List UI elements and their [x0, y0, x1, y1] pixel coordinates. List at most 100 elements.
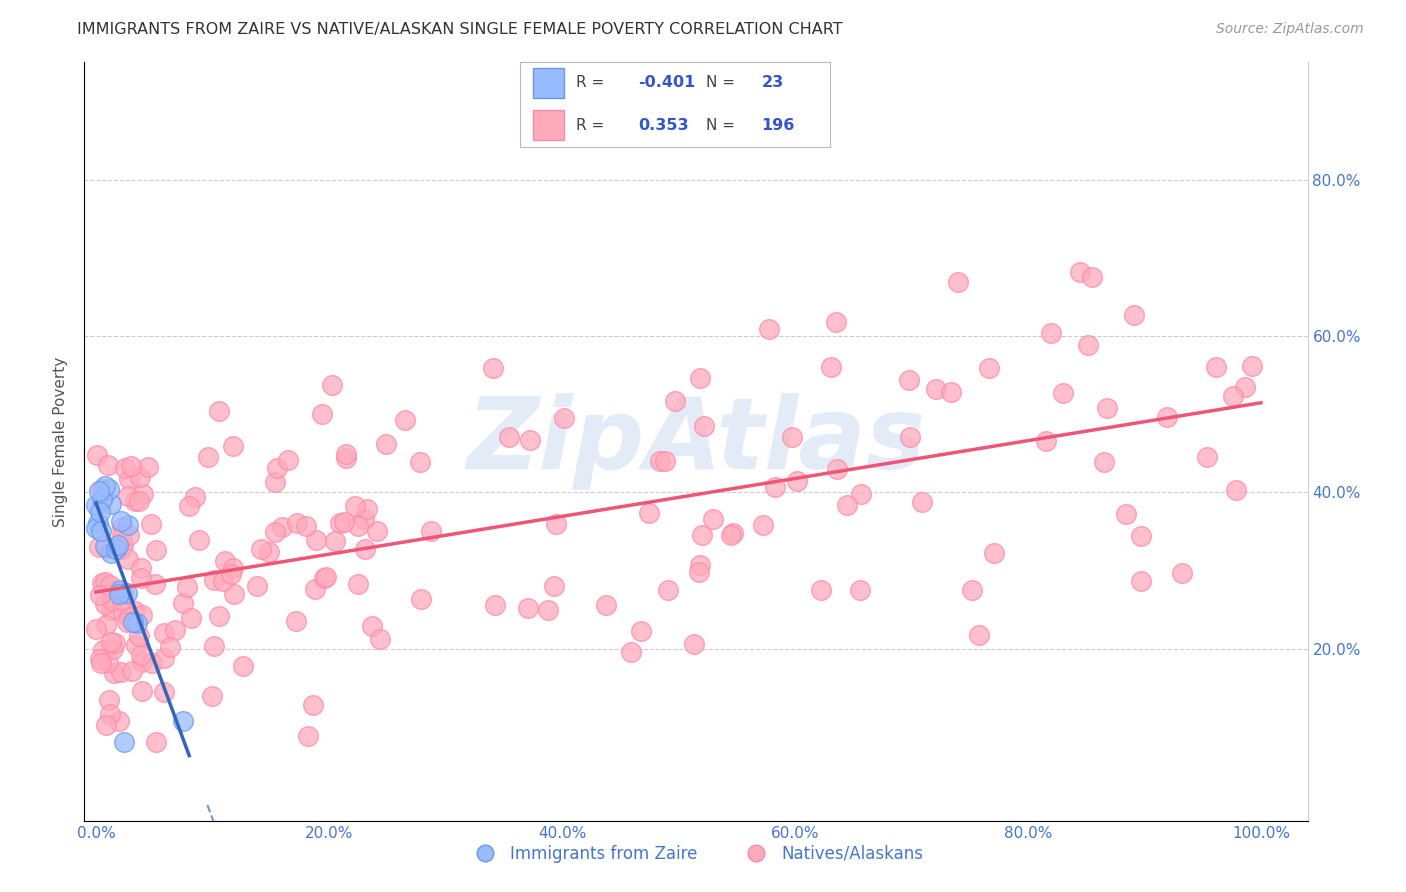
- Point: [89, 588, 111, 602]
- Point: [117, 489, 139, 503]
- Point: [86, 448, 108, 462]
- Point: [264, 475, 287, 490]
- Point: [946, 275, 969, 289]
- Point: [152, 626, 174, 640]
- Point: [204, 639, 226, 653]
- Point: [1092, 455, 1115, 469]
- Point: [124, 494, 146, 508]
- Point: [343, 499, 366, 513]
- Text: IMMIGRANTS FROM ZAIRE VS NATIVE/ALASKAN SINGLE FEMALE POVERTY CORRELATION CHART: IMMIGRANTS FROM ZAIRE VS NATIVE/ALASKAN …: [77, 22, 844, 37]
- Point: [1130, 529, 1153, 543]
- Point: [101, 591, 124, 606]
- Point: [366, 524, 388, 538]
- Point: [1123, 308, 1146, 322]
- Legend: Immigrants from Zaire, Natives/Alaskans: Immigrants from Zaire, Natives/Alaskans: [463, 838, 929, 869]
- Point: [1081, 270, 1104, 285]
- Point: [1097, 401, 1119, 416]
- Point: [117, 552, 139, 566]
- Point: [1035, 434, 1057, 449]
- Point: [197, 450, 219, 464]
- Point: [1225, 483, 1247, 497]
- Point: [277, 452, 299, 467]
- Point: [100, 546, 122, 560]
- Point: [100, 602, 122, 616]
- Point: [131, 684, 153, 698]
- Point: [172, 596, 194, 610]
- Point: [89, 541, 111, 555]
- Point: [302, 698, 325, 712]
- Text: R =: R =: [576, 75, 609, 90]
- Point: [911, 495, 934, 509]
- Point: [129, 560, 152, 574]
- Text: 0.353: 0.353: [638, 118, 689, 133]
- Point: [1129, 574, 1152, 588]
- Point: [983, 546, 1005, 560]
- Point: [408, 455, 430, 469]
- Point: [898, 430, 921, 444]
- Point: [925, 382, 948, 396]
- Point: [329, 516, 352, 530]
- Point: [543, 579, 565, 593]
- Point: [720, 527, 742, 541]
- Point: [90, 492, 112, 507]
- Point: [335, 451, 357, 466]
- Point: [208, 404, 231, 418]
- Point: [163, 623, 186, 637]
- Point: [304, 533, 326, 547]
- Point: [122, 615, 145, 630]
- Point: [960, 583, 983, 598]
- Point: [139, 516, 162, 531]
- Point: [1115, 507, 1137, 521]
- Point: [335, 447, 357, 461]
- Point: [111, 528, 134, 542]
- Point: [546, 516, 568, 531]
- Point: [112, 538, 135, 552]
- Point: [103, 666, 125, 681]
- Text: N =: N =: [706, 118, 740, 133]
- Point: [131, 656, 153, 670]
- Point: [100, 635, 122, 649]
- Point: [285, 615, 308, 629]
- Point: [118, 473, 141, 487]
- Point: [201, 689, 224, 703]
- Point: [758, 321, 780, 335]
- Point: [325, 533, 347, 548]
- Point: [409, 592, 432, 607]
- Point: [112, 584, 135, 599]
- Text: N =: N =: [706, 75, 740, 90]
- Point: [104, 636, 127, 650]
- Point: [84, 498, 107, 512]
- Y-axis label: Single Female Poverty: Single Female Poverty: [53, 357, 69, 526]
- Point: [498, 430, 520, 444]
- Point: [1222, 389, 1244, 403]
- Point: [84, 622, 107, 636]
- Point: [825, 461, 848, 475]
- Point: [765, 480, 787, 494]
- Point: [786, 475, 808, 489]
- Point: [159, 640, 181, 654]
- Point: [311, 407, 333, 421]
- Point: [266, 461, 288, 475]
- Text: R =: R =: [576, 118, 614, 133]
- Point: [184, 490, 207, 504]
- Point: [321, 378, 343, 392]
- Point: [664, 393, 686, 408]
- Point: [1205, 359, 1227, 374]
- Point: [536, 602, 558, 616]
- Point: [152, 651, 174, 665]
- Point: [97, 655, 120, 669]
- Point: [112, 735, 135, 749]
- Point: [219, 567, 242, 582]
- Point: [202, 573, 225, 587]
- Point: [110, 585, 132, 599]
- Point: [1039, 326, 1062, 340]
- Point: [595, 598, 617, 612]
- Point: [780, 430, 803, 444]
- Point: [368, 632, 391, 647]
- Point: [108, 582, 131, 597]
- Text: 23: 23: [762, 75, 783, 90]
- Point: [124, 638, 146, 652]
- Point: [108, 714, 131, 729]
- Point: [849, 487, 872, 501]
- Point: [110, 541, 132, 556]
